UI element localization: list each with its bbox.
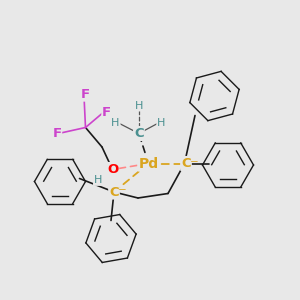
Text: F: F <box>81 88 90 101</box>
Text: H: H <box>111 118 120 128</box>
Text: Pd: Pd <box>138 157 159 170</box>
Text: C: C <box>134 127 144 140</box>
Text: F: F <box>102 106 111 119</box>
Text: H: H <box>157 118 166 128</box>
Text: C: C <box>181 157 191 170</box>
Text: C: C <box>109 185 119 199</box>
Text: H: H <box>94 175 102 185</box>
Text: O: O <box>107 163 118 176</box>
Text: F: F <box>52 127 62 140</box>
Text: −: − <box>190 157 199 167</box>
Text: −: − <box>118 185 127 196</box>
Text: H: H <box>135 100 143 111</box>
